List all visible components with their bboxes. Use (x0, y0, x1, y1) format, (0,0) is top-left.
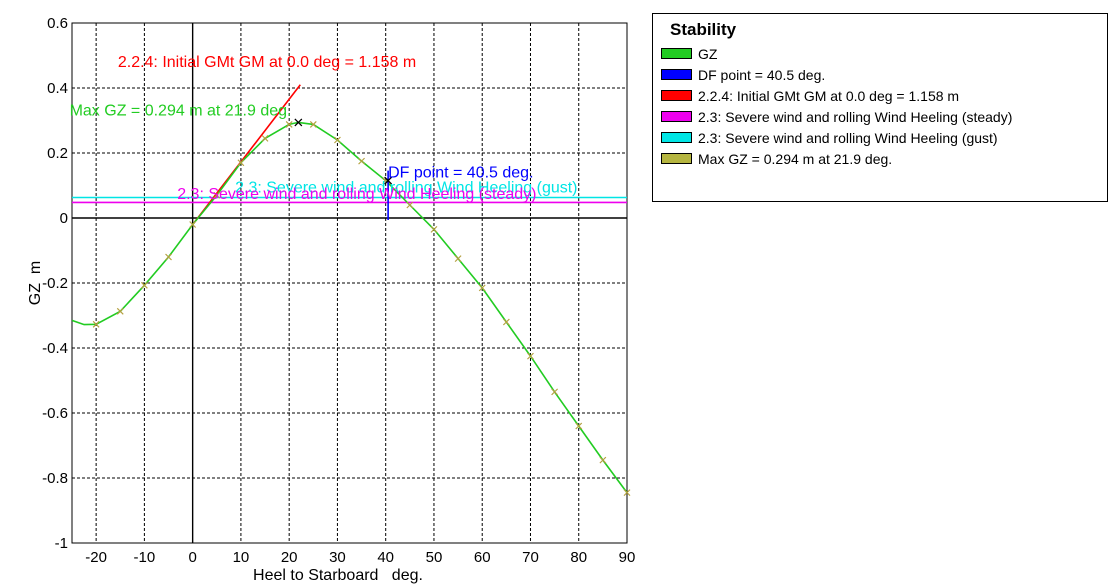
legend-swatch (661, 153, 692, 164)
chart-annotation: DF point = 40.5 deg. (388, 164, 533, 181)
gz-marker (189, 221, 197, 228)
y-tick-label: -0.8 (42, 470, 68, 487)
y-tick-label: 0 (60, 210, 68, 227)
x-tick-label: 20 (281, 549, 298, 566)
gz-marker (623, 489, 631, 497)
y-tick-label: 0.2 (47, 145, 68, 162)
y-tick-label: 0.6 (47, 15, 68, 32)
legend-label: Max GZ = 0.294 m at 21.9 deg. (698, 150, 893, 167)
legend-swatch (661, 69, 692, 80)
gz-marker (575, 422, 583, 430)
x-axis-title: Heel to Starboard deg. (253, 567, 423, 584)
legend: Stability GZ DF point = 40.5 deg. 2.2.4:… (652, 13, 1108, 202)
legend-item-wind-gust: 2.3: Severe wind and rolling Wind Heelin… (661, 129, 998, 146)
legend-label: 2.3: Severe wind and rolling Wind Heelin… (698, 129, 998, 146)
chart-annotation: 2.3: Severe wind and rolling Wind Heelin… (235, 180, 577, 197)
legend-swatch (661, 111, 692, 122)
legend-swatch (661, 90, 692, 101)
legend-label: GZ (698, 45, 718, 62)
gz-marker (599, 456, 607, 464)
max-gz-marker (294, 118, 303, 127)
gz-marker (237, 159, 245, 167)
x-tick-label: 60 (474, 549, 491, 566)
y-tick-label: -0.4 (42, 340, 68, 357)
chart-annotation: Max GZ = 0.294 m at 21.9 deg. (70, 103, 292, 120)
x-tick-label: 10 (233, 549, 250, 566)
legend-swatch (661, 48, 692, 59)
gz-marker (309, 120, 317, 128)
legend-label: DF point = 40.5 deg. (698, 66, 826, 83)
gz-marker (527, 352, 534, 360)
y-tick-label: 0.4 (47, 80, 68, 97)
x-tick-label: 50 (426, 549, 443, 566)
x-tick-label: 90 (619, 549, 636, 566)
gz-marker (92, 320, 100, 328)
x-tick-label: 80 (570, 549, 587, 566)
gz-marker (213, 191, 221, 199)
x-tick-label: 0 (188, 549, 196, 566)
legend-item-max-gz: Max GZ = 0.294 m at 21.9 deg. (661, 150, 892, 167)
gz-marker (454, 255, 462, 263)
legend-swatch (661, 132, 692, 143)
legend-label: 2.3: Severe wind and rolling Wind Heelin… (698, 108, 1013, 125)
gz-marker (116, 307, 124, 315)
legend-item-initial-gmt: 2.2.4: Initial GMt GM at 0.0 deg = 1.158… (661, 87, 959, 104)
gz-marker (430, 225, 438, 233)
gz-marker (165, 253, 172, 261)
x-tick-label: -20 (85, 549, 107, 566)
legend-item-df-point: DF point = 40.5 deg. (661, 66, 825, 83)
gz-marker (261, 134, 269, 142)
legend-item-gz: GZ (661, 45, 717, 62)
y-axis-title: GZ m (27, 261, 44, 305)
gz-marker (334, 136, 341, 144)
legend-label: 2.2.4: Initial GMt GM at 0.0 deg = 1.158… (698, 87, 960, 104)
series-line-1 (192, 84, 301, 225)
gz-marker (478, 284, 486, 292)
x-tick-label: -10 (134, 549, 156, 566)
legend-item-wind-steady: 2.3: Severe wind and rolling Wind Heelin… (661, 108, 1012, 125)
chart-annotation: 2.3: Severe wind and rolling Wind Heelin… (177, 186, 536, 203)
gz-marker (358, 157, 365, 165)
x-tick-label: 30 (329, 549, 346, 566)
gz-marker (406, 201, 414, 209)
x-tick-label: 70 (522, 549, 539, 566)
series-line-0 (72, 121, 627, 494)
y-tick-label: -0.6 (42, 405, 68, 422)
y-tick-label: -1 (55, 535, 68, 552)
chart-annotation: 2.2.4: Initial GMt GM at 0.0 deg = 1.158… (118, 54, 416, 71)
gz-marker (140, 281, 148, 289)
x-tick-label: 40 (377, 549, 394, 566)
gz-marker (502, 318, 510, 326)
legend-title: Stability (670, 20, 737, 39)
df-point-marker (384, 176, 393, 185)
y-tick-label: -0.2 (42, 275, 68, 292)
plot-frame (71, 22, 628, 544)
gz-marker (285, 120, 293, 128)
gz-marker (551, 388, 559, 396)
